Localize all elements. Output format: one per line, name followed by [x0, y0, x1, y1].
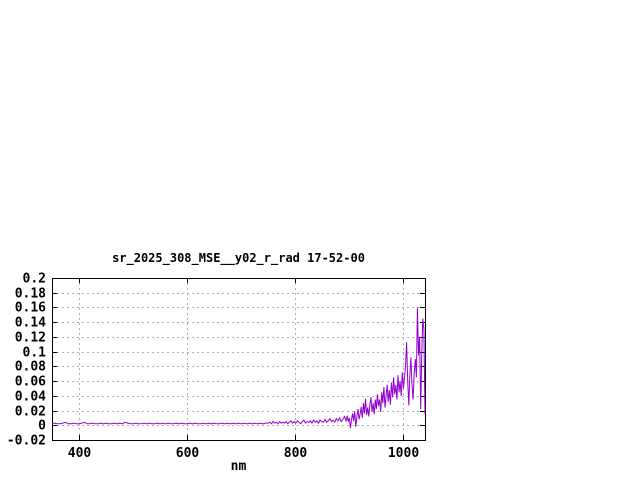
x-axis-label: nm — [230, 459, 247, 474]
x-tick-label: 1000 — [388, 446, 419, 461]
x-tick-label: 800 — [284, 446, 308, 461]
y-tick-label: 0.04 — [15, 390, 46, 405]
y-tick-label: 0.14 — [15, 316, 46, 331]
x-tick-label: 600 — [176, 446, 200, 461]
x-tick-label: 400 — [68, 446, 92, 461]
y-tick-label: 0.18 — [15, 287, 46, 302]
chart-title: sr_2025_308_MSE__y02_r_rad 17-52-00 — [112, 251, 365, 265]
y-tick-label: 0.02 — [15, 405, 46, 420]
y-tick-label: 0 — [38, 419, 46, 434]
y-tick-label: -0.02 — [7, 434, 46, 449]
plot-border — [52, 278, 426, 441]
y-tick-label: 0.1 — [23, 346, 47, 361]
y-tick-label: 0.2 — [23, 272, 46, 287]
y-tick-label: 0.08 — [15, 360, 46, 375]
y-tick-label: 0.06 — [15, 375, 46, 390]
y-tick-label: 0.12 — [15, 331, 46, 346]
y-tick-label: 0.16 — [15, 301, 46, 316]
data-series-line — [51, 307, 426, 429]
